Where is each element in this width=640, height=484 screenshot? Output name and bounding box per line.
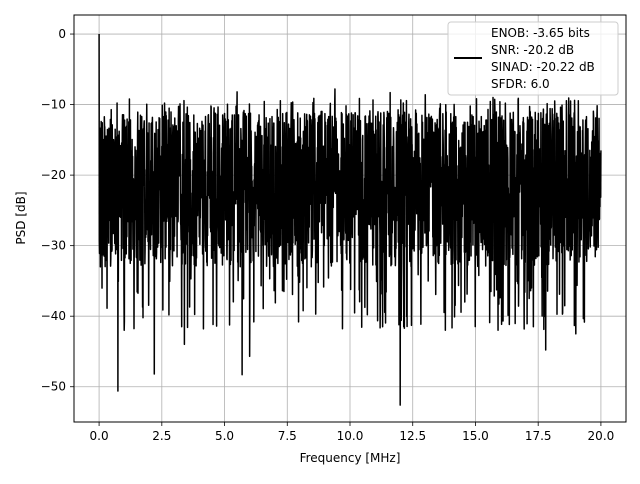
y-tick-label: −40 [41,309,66,323]
legend-sinad: SINAD: -20.22 dB [491,60,595,74]
x-ticks: 0.0 2.5 5.0 7.5 10.0 12.5 15.0 17.5 20.0 [90,422,615,443]
legend-enob: ENOB: -3.65 bits [491,26,590,40]
y-tick-label: −50 [41,380,66,394]
x-tick-label: 15.0 [462,429,489,443]
series-layer [98,34,602,406]
x-tick-label: 10.0 [337,429,364,443]
y-tick-label: −30 [41,239,66,253]
y-tick-label: 0 [58,27,66,41]
y-tick-label: −10 [41,98,66,112]
x-tick-label: 0.0 [90,429,109,443]
x-tick-label: 12.5 [399,429,426,443]
x-tick-label: 7.5 [278,429,297,443]
x-axis-label: Frequency [MHz] [300,451,401,465]
psd-series-line [98,34,602,406]
x-tick-label: 20.0 [588,429,615,443]
x-tick-label: 5.0 [215,429,234,443]
y-ticks: 0 −10 −20 −30 −40 −50 [41,27,74,394]
y-tick-label: −20 [41,168,66,182]
legend-snr: SNR: -20.2 dB [491,43,574,57]
legend: ENOB: -3.65 bits SNR: -20.2 dB SINAD: -2… [447,21,619,96]
x-tick-label: 2.5 [152,429,171,443]
legend-frame [447,21,619,96]
legend-sfdr: SFDR: 6.0 [491,77,550,91]
y-axis-label: PSD [dB] [14,191,28,244]
x-tick-label: 17.5 [525,429,552,443]
